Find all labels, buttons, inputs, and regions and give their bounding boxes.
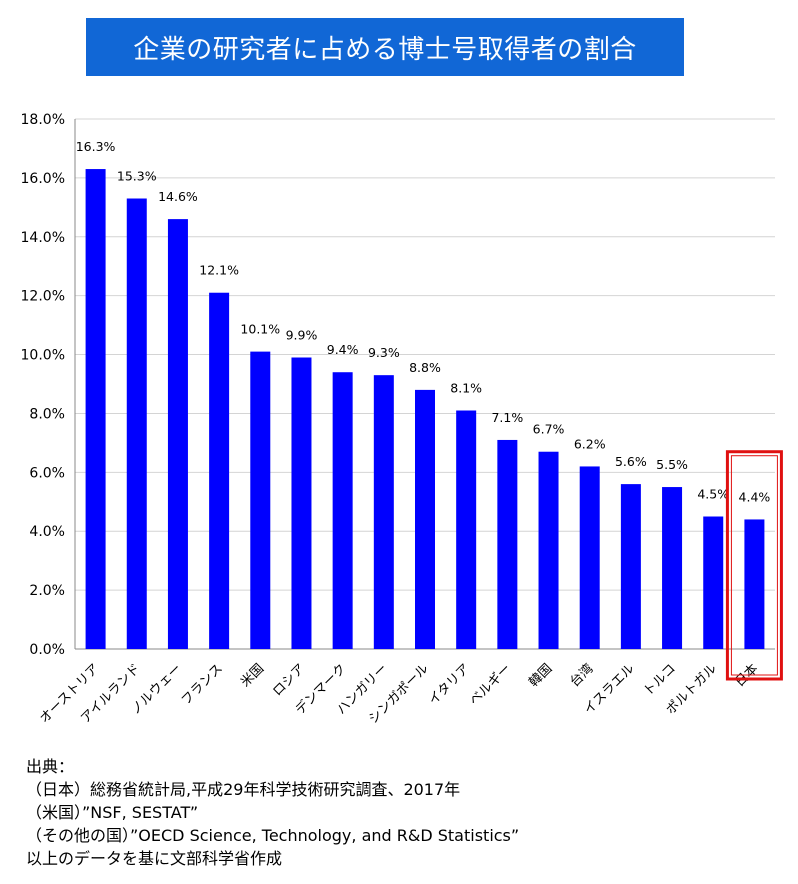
source-line-us: （米国）”NSF, SESTAT”: [26, 803, 199, 822]
bar: [744, 519, 765, 649]
data-label: 6.2%: [574, 436, 606, 451]
y-tick-label: 0.0%: [29, 642, 65, 658]
category-label: 台湾: [567, 661, 597, 691]
highlight-box-inner: [730, 455, 778, 676]
bar: [167, 219, 188, 649]
y-tick-label: 16.0%: [21, 171, 65, 187]
category-label: ベルギー: [467, 661, 514, 708]
bar: [291, 357, 312, 649]
data-label: 16.3%: [76, 139, 116, 154]
category-label: フランス: [179, 661, 226, 708]
y-tick-label: 2.0%: [29, 583, 65, 599]
bar: [662, 487, 683, 649]
category-label: 日本: [732, 661, 761, 690]
bar: [209, 292, 230, 649]
source-line-others: （その他の国）”OECD Science, Technology, and R&…: [26, 826, 520, 845]
highlight-box: [725, 450, 783, 681]
source-line-note: 以上のデータを基に文部科学省作成: [26, 849, 283, 868]
bar-chart: 0.0% 2.0% 4.0% 6.0% 8.0% 10.0% 12.0% 14.0% 16.0%…: [21, 112, 783, 727]
data-label: 7.1%: [491, 410, 523, 425]
data-label: 6.7%: [533, 422, 565, 437]
category-label: ロシア: [270, 661, 308, 699]
category-label: イタリア: [426, 661, 473, 708]
y-tick-label: 8.0%: [29, 406, 65, 422]
data-label: 10.1%: [240, 322, 280, 337]
source-notes: 出典： （日本）総務省統計局,平成29年科学技術研究調査、2017年 （米国）”…: [26, 755, 519, 870]
bar: [126, 198, 147, 649]
bar: [85, 169, 106, 650]
bar: [373, 375, 394, 649]
data-label: 14.6%: [158, 189, 198, 204]
y-tick-label: 12.0%: [21, 289, 65, 305]
y-tick-label: 18.0%: [21, 112, 65, 128]
category-label: 米国: [238, 661, 267, 690]
y-tick-label: 6.0%: [29, 465, 65, 481]
data-label: 15.3%: [117, 169, 157, 184]
data-label: 5.5%: [656, 457, 688, 472]
bar: [415, 389, 435, 649]
source-line-japan: （日本）総務省統計局,平成29年科学技術研究調査、2017年: [26, 780, 461, 799]
bar: [332, 372, 353, 649]
bar: [579, 466, 600, 649]
data-label: 9.4%: [327, 342, 359, 357]
data-label: 12.1%: [199, 263, 239, 278]
source-heading: 出典：: [26, 757, 75, 776]
data-label: 8.1%: [450, 381, 482, 396]
chart-title: 企業の研究者に占める博士号取得者の割合: [133, 34, 637, 65]
bar: [250, 351, 271, 649]
data-label: 4.5%: [697, 487, 729, 502]
bar: [620, 484, 641, 649]
bar: [538, 451, 559, 649]
chart-title-banner: 企業の研究者に占める博士号取得者の割合: [86, 18, 684, 76]
category-label: トルコ: [641, 661, 679, 699]
category-label: 韓国: [526, 661, 555, 690]
data-label: 5.6%: [615, 454, 647, 469]
y-tick-label: 14.0%: [21, 230, 65, 246]
bar: [497, 439, 518, 649]
bar: [456, 410, 477, 649]
y-tick-label: 10.0%: [21, 348, 65, 364]
data-label: 9.3%: [368, 345, 400, 360]
data-label: 4.4%: [739, 489, 771, 504]
y-tick-label: 4.0%: [29, 524, 65, 540]
bar: [703, 516, 724, 649]
data-label: 8.8%: [409, 360, 441, 375]
data-label: 9.9%: [286, 328, 318, 343]
